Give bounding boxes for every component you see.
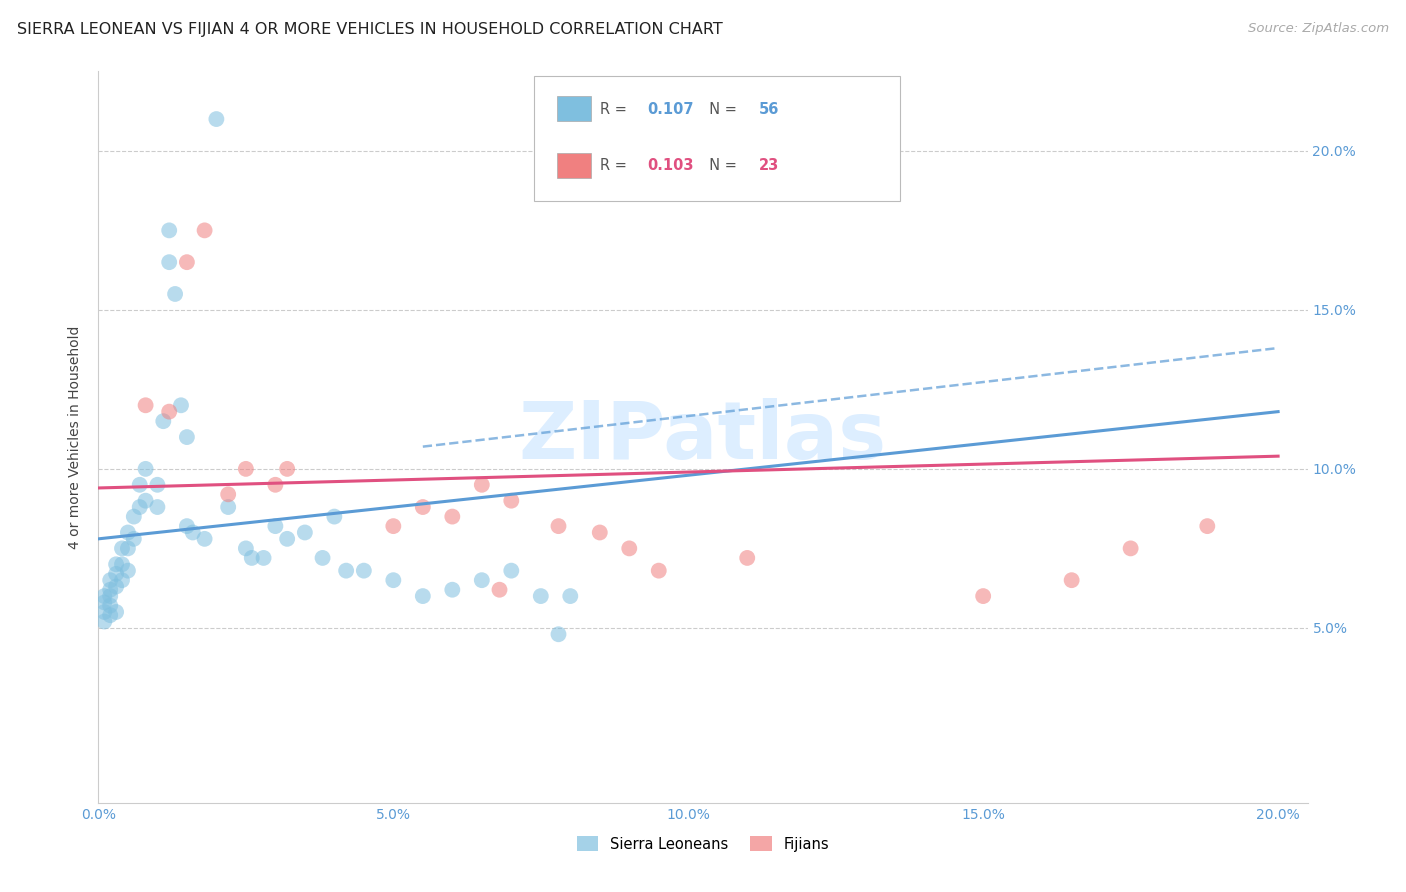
Point (157, 404, 180, 418)
Point (105, 580, 128, 594)
Point (111, 541, 134, 556)
Point (501, 493, 523, 508)
Text: 23: 23 (759, 159, 779, 173)
Point (98, 599, 121, 613)
Point (194, 223, 217, 237)
Point (176, 430, 198, 444)
Point (135, 398, 157, 412)
Point (335, 564, 357, 578)
Point (93, 615, 115, 629)
Point (135, 493, 157, 508)
Text: N =: N = (700, 103, 742, 117)
Text: 0.107: 0.107 (647, 103, 693, 117)
Point (105, 605, 128, 619)
Point (1197, 519, 1219, 533)
Point (157, 255, 180, 269)
Point (135, 462, 157, 476)
Point (152, 414, 174, 428)
Point (240, 550, 263, 565)
Point (382, 519, 405, 533)
Point (648, 564, 671, 578)
Point (412, 500, 434, 514)
Point (382, 573, 405, 587)
Point (217, 487, 239, 501)
Point (488, 582, 510, 597)
Point (235, 541, 257, 556)
Text: 56: 56 (759, 103, 779, 117)
Point (735, 550, 758, 565)
Point (972, 589, 994, 603)
Point (194, 532, 217, 546)
Point (323, 509, 346, 524)
Text: Source: ZipAtlas.com: Source: ZipAtlas.com (1249, 22, 1389, 36)
Point (105, 558, 128, 572)
Point (412, 589, 434, 603)
Point (128, 477, 150, 491)
Text: N =: N = (700, 159, 742, 173)
Point (93, 589, 115, 603)
Point (98, 573, 121, 587)
Point (205, 112, 228, 126)
Point (117, 525, 139, 540)
Point (471, 477, 494, 491)
Text: SIERRA LEONEAN VS FIJIAN 4 OR MORE VEHICLES IN HOUSEHOLD CORRELATION CHART: SIERRA LEONEAN VS FIJIAN 4 OR MORE VEHIC… (17, 22, 723, 37)
Point (98, 608, 121, 623)
Point (176, 255, 198, 269)
Point (165, 287, 187, 301)
Point (122, 532, 145, 546)
Point (547, 519, 569, 533)
Point (98, 582, 121, 597)
Text: 0.103: 0.103 (647, 159, 693, 173)
Point (98, 589, 121, 603)
Point (501, 564, 523, 578)
Point (235, 462, 257, 476)
Point (264, 477, 287, 491)
Point (122, 509, 145, 524)
Point (146, 500, 169, 514)
Point (117, 564, 139, 578)
Point (560, 589, 582, 603)
Point (441, 509, 464, 524)
Point (117, 541, 139, 556)
Point (252, 550, 274, 565)
Point (217, 500, 239, 514)
Point (146, 477, 169, 491)
Point (170, 398, 193, 412)
Point (311, 550, 333, 565)
Point (276, 462, 298, 476)
Point (93, 605, 115, 619)
Y-axis label: 4 or more Vehicles in Household: 4 or more Vehicles in Household (69, 326, 83, 549)
Text: ZIPatlas: ZIPatlas (519, 398, 887, 476)
Text: R =: R = (600, 159, 631, 173)
Point (93, 595, 115, 609)
Text: R =: R = (600, 103, 631, 117)
Point (157, 223, 180, 237)
Point (441, 582, 464, 597)
Point (264, 519, 287, 533)
Point (111, 573, 134, 587)
Point (276, 532, 298, 546)
Point (105, 566, 128, 581)
Point (619, 541, 641, 556)
Point (294, 525, 316, 540)
Point (181, 525, 204, 540)
Point (1060, 573, 1083, 587)
Point (1119, 541, 1142, 556)
Point (547, 627, 569, 641)
Point (530, 589, 553, 603)
Point (176, 519, 198, 533)
Point (353, 564, 375, 578)
Point (128, 500, 150, 514)
Point (471, 573, 494, 587)
Legend: Sierra Leoneans, Fijians: Sierra Leoneans, Fijians (571, 830, 835, 858)
Point (111, 558, 134, 572)
Point (589, 525, 612, 540)
